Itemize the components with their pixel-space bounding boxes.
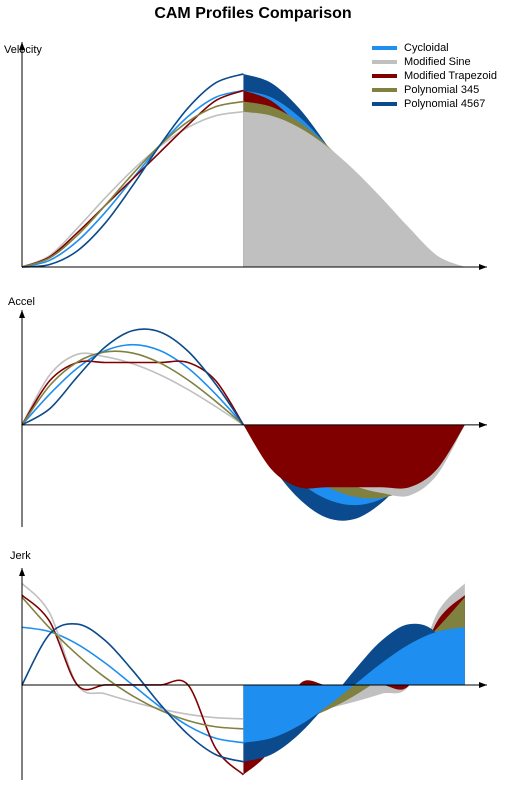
x-axis-arrow [479,264,487,270]
profile-line [21,328,245,426]
legend-label: Modified Trapezoid [404,70,497,82]
profile-line [21,343,245,426]
y-axis-label: Jerk [10,550,31,562]
legend-label: Modified Sine [404,56,471,68]
profile-line [21,73,244,268]
profile-line [21,89,244,268]
y-axis-label: Accel [8,296,35,308]
profile-line [21,110,244,268]
profile-line [21,350,244,426]
y-axis-arrow [19,42,25,50]
profile-line [21,360,245,426]
profile-line [21,582,244,720]
profile-line [21,596,244,730]
profile-area [243,111,465,268]
profile-area [243,424,465,489]
y-axis-arrow [19,568,25,576]
x-axis-arrow [479,421,487,428]
profile-line [21,352,244,426]
profile-line [21,622,244,763]
legend-label: Cycloidal [404,42,449,54]
legend-label: Polynomial 4567 [404,98,485,110]
y-axis-arrow [19,310,25,318]
legend-label: Polynomial 345 [404,84,479,96]
chart-title: CAM Profiles Comparison [154,5,351,22]
x-axis-arrow [479,681,487,688]
profile-line [21,100,244,268]
